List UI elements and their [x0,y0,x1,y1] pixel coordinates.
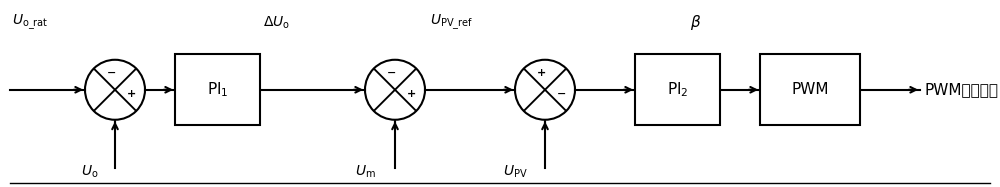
Text: PWM控制信号: PWM控制信号 [925,82,999,97]
Text: PI$_1$: PI$_1$ [207,80,228,99]
Text: −: − [557,89,566,99]
Text: $\Delta U_{\rm o}$: $\Delta U_{\rm o}$ [263,14,290,31]
Text: PI$_2$: PI$_2$ [667,80,688,99]
Text: PWM: PWM [791,82,829,97]
Text: −: − [107,68,117,78]
Text: −: − [387,68,397,78]
Text: $\beta$: $\beta$ [690,13,701,32]
Text: $U_{\rm o\_rat}$: $U_{\rm o\_rat}$ [12,13,49,32]
FancyBboxPatch shape [635,54,720,125]
FancyBboxPatch shape [760,54,860,125]
Text: $U_{\rm PV}$: $U_{\rm PV}$ [503,164,527,180]
Text: +: + [127,89,136,99]
Text: $U_{\rm PV\_ref}$: $U_{\rm PV\_ref}$ [430,13,473,32]
Text: $U_{\rm o}$: $U_{\rm o}$ [81,164,99,180]
Text: +: + [537,68,547,78]
Text: +: + [407,89,416,99]
Text: $U_{\rm m}$: $U_{\rm m}$ [355,164,375,180]
FancyBboxPatch shape [175,54,260,125]
